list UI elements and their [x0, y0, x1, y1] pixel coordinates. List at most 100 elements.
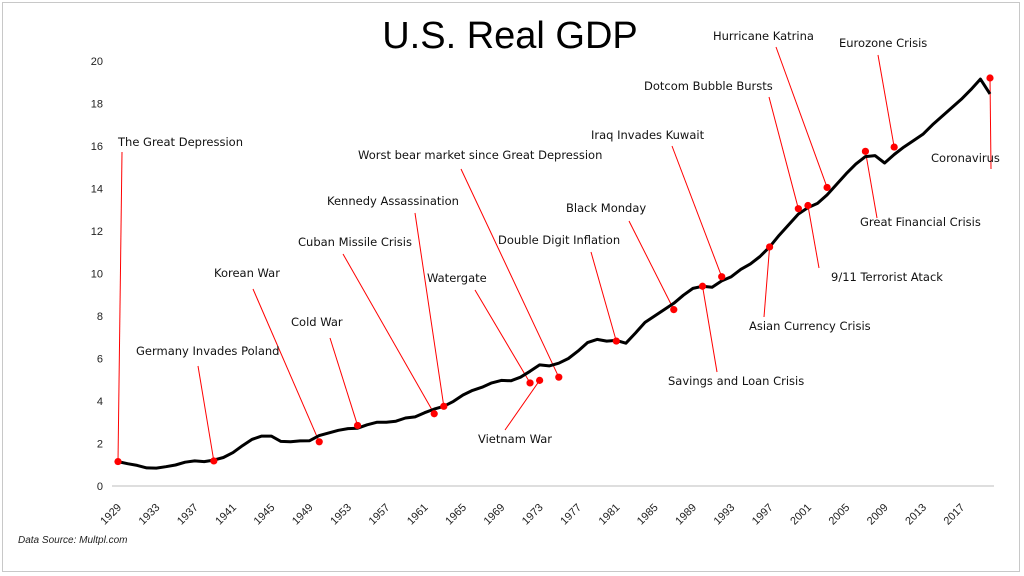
event-marker — [794, 205, 802, 213]
x-tick-label: 2005 — [827, 502, 853, 528]
chart-title: U.S. Real GDP — [382, 15, 638, 57]
event-markers — [114, 74, 994, 466]
event-marker — [612, 337, 620, 345]
y-tick-label: 12 — [91, 226, 103, 238]
y-tick-label: 14 — [91, 184, 103, 196]
event-marker — [718, 273, 726, 281]
leader-line — [628, 220, 675, 310]
y-tick-label: 16 — [91, 141, 103, 153]
y-tick-label: 8 — [97, 311, 103, 323]
annotation-label: Dotcom Bubble Bursts — [644, 79, 773, 93]
event-marker — [353, 421, 362, 430]
leader-line — [763, 246, 771, 318]
event-marker — [698, 282, 707, 290]
leader-line — [877, 54, 895, 148]
x-tick-label: 1977 — [558, 502, 584, 528]
event-marker — [430, 410, 438, 418]
x-tick-label: 1953 — [328, 502, 354, 528]
annotation-label: Worst bear market since Great Depression — [358, 148, 602, 162]
leader-line — [414, 212, 445, 407]
x-tick-label: 1985 — [635, 502, 661, 528]
x-tick-label: 2013 — [903, 502, 929, 528]
event-marker — [823, 183, 831, 192]
x-tick-label: 1933 — [137, 502, 163, 528]
y-tick-label: 0 — [97, 481, 103, 493]
x-tick-label: 1981 — [597, 502, 623, 528]
event-marker — [526, 379, 534, 387]
leader-line — [864, 151, 878, 219]
annotation-labels: The Great Depression Germany Invades Pola… — [117, 29, 1000, 446]
y-axis: 0 2 4 6 8 10 12 14 16 18 20 — [91, 56, 103, 493]
leader-line — [474, 289, 531, 384]
event-marker — [210, 457, 218, 465]
x-tick-label: 1969 — [482, 502, 508, 528]
x-tick-label: 1961 — [405, 502, 431, 528]
y-tick-label: 4 — [97, 396, 103, 408]
x-tick-label: 2001 — [788, 502, 814, 528]
annotation-leaders — [117, 46, 992, 462]
annotation-label: The Great Depression — [117, 135, 243, 149]
annotation-label: Black Monday — [566, 201, 646, 215]
x-tick-label: 1949 — [290, 502, 316, 528]
annotation-label: Hurricane Katrina — [713, 29, 814, 43]
event-marker — [890, 143, 898, 151]
y-tick-label: 20 — [91, 56, 103, 68]
leader-line — [197, 365, 215, 462]
x-tick-label: 1965 — [443, 502, 469, 528]
annotation-label: Cuban Missile Crisis — [298, 235, 412, 249]
leader-line — [342, 253, 435, 414]
x-tick-label: 2009 — [865, 502, 891, 528]
annotation-label: Double Digit Inflation — [498, 233, 620, 247]
data-source-note: Data Source: Multpl.com — [18, 535, 128, 546]
x-tick-label: 1957 — [367, 502, 393, 528]
annotation-label: Asian Currency Crisis — [749, 319, 871, 333]
annotation-label: Great Financial Crisis — [860, 215, 981, 229]
annotation-label: Germany Invades Poland — [136, 344, 279, 358]
x-tick-label: 1941 — [213, 502, 239, 528]
leader-line — [807, 205, 820, 269]
event-marker — [315, 438, 323, 446]
annotation-label: Watergate — [427, 271, 487, 285]
y-tick-label: 6 — [97, 354, 103, 366]
x-tick-label: 1973 — [520, 502, 546, 528]
event-marker — [555, 373, 563, 381]
annotation-label: Cold War — [291, 315, 343, 329]
leader-line — [117, 151, 123, 462]
series-line — [117, 77, 992, 470]
event-marker — [804, 201, 812, 210]
event-marker — [861, 147, 870, 155]
x-tick-label: 1997 — [750, 502, 776, 528]
leader-line — [329, 337, 359, 426]
y-tick-label: 18 — [91, 99, 103, 111]
annotation-label: Vietnam War — [478, 432, 552, 446]
event-marker — [536, 376, 544, 384]
leader-line — [460, 168, 560, 378]
x-tick-label: 1937 — [175, 502, 201, 528]
event-marker — [670, 306, 678, 314]
x-tick-label: 1993 — [712, 502, 738, 528]
annotation-label: Savings and Loan Crisis — [668, 374, 804, 388]
event-marker — [114, 457, 122, 466]
leader-line — [252, 288, 320, 442]
annotation-label: Kennedy Assassination — [327, 194, 459, 208]
x-tick-label: 1989 — [673, 502, 699, 528]
leader-line — [775, 46, 828, 188]
annotation-label: Eurozone Crisis — [839, 36, 927, 50]
leader-line — [702, 286, 718, 373]
y-tick-label: 10 — [91, 269, 103, 281]
x-tick-label: 1945 — [252, 502, 278, 528]
leader-line — [590, 251, 617, 342]
x-tick-label: 1929 — [98, 502, 124, 528]
leader-line — [504, 380, 541, 431]
annotation-label: Korean War — [214, 266, 280, 280]
event-marker — [440, 402, 448, 410]
x-tick-label: 2017 — [942, 502, 968, 528]
annotation-label: Iraq Invades Kuwait — [591, 128, 705, 142]
event-marker — [986, 74, 994, 82]
y-tick-label: 2 — [97, 439, 103, 451]
annotation-label: 9/11 Terrorist Atack — [831, 270, 943, 284]
leader-line — [671, 145, 723, 277]
annotation-label: Coronavirus — [931, 151, 1000, 165]
